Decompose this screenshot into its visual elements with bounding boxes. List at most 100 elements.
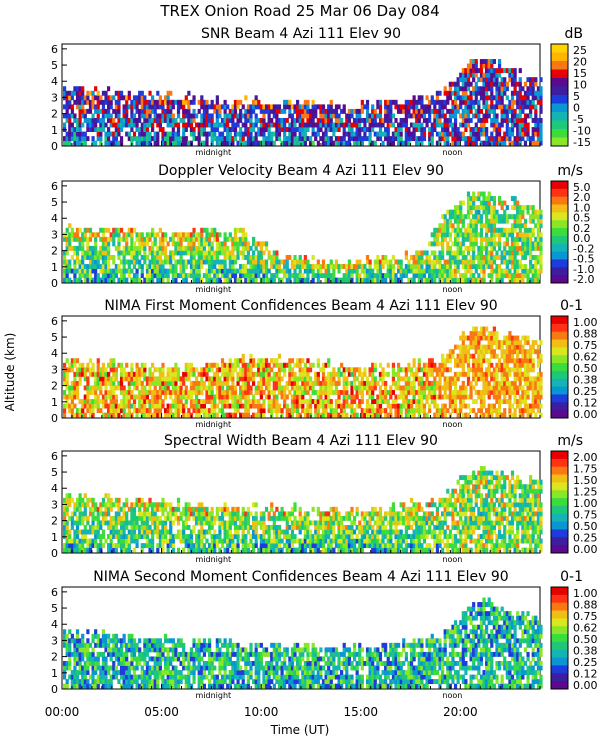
data-cell [345, 268, 349, 274]
data-cell [492, 136, 496, 142]
colorbar-swatch [551, 120, 568, 130]
data-cell [161, 362, 165, 368]
data-cell [324, 408, 328, 414]
data-cell [166, 136, 170, 142]
data-cell [420, 273, 424, 279]
data-cell [262, 389, 266, 395]
data-cell [101, 399, 106, 404]
data-cell [539, 264, 543, 269]
data-cell [404, 412, 408, 418]
data-cell [523, 104, 528, 110]
data-cell [130, 136, 134, 142]
data-cell [86, 408, 90, 414]
data-cell [107, 104, 111, 110]
data-cell [469, 140, 473, 146]
data-cell [477, 264, 481, 269]
data-cell [143, 236, 147, 242]
data-cell [78, 227, 82, 233]
data-cell [472, 340, 476, 346]
data-cell [169, 113, 173, 119]
data-cell [308, 380, 313, 386]
data-cell [479, 86, 484, 92]
data-cell [264, 259, 269, 265]
data-cell [68, 122, 72, 128]
data-cell [345, 380, 349, 386]
data-cell [213, 403, 217, 409]
data-cell [433, 367, 437, 373]
data-cell [448, 349, 452, 355]
data-cell [151, 122, 155, 128]
data-cell [127, 259, 131, 265]
data-cell [151, 108, 155, 114]
data-cell [99, 264, 103, 269]
data-cell [396, 385, 401, 391]
data-cell [236, 245, 240, 251]
data-cell [443, 99, 447, 105]
data-cell [451, 227, 455, 233]
data-cell [189, 131, 194, 137]
data-cell [495, 214, 499, 220]
data-cell [404, 140, 408, 146]
data-cell [306, 264, 310, 269]
data-cell [306, 122, 310, 128]
data-cell [176, 236, 181, 242]
data-cell [171, 385, 175, 391]
data-cell [75, 259, 80, 265]
data-cell [358, 389, 362, 395]
data-cell [174, 277, 178, 283]
data-cell [422, 385, 427, 391]
data-cell [482, 122, 486, 128]
data-cell [200, 104, 204, 110]
data-cell [78, 367, 82, 373]
data-cell [270, 389, 274, 395]
data-cell [296, 380, 300, 386]
data-cell [163, 136, 168, 142]
colorbar-tick-label: 15 [573, 67, 587, 80]
data-cell [466, 205, 471, 211]
data-cell [228, 232, 232, 238]
data-cell [386, 136, 390, 142]
data-cell [417, 408, 421, 414]
data-cell [430, 136, 434, 142]
data-cell [122, 245, 126, 251]
data-cell [409, 99, 414, 105]
data-cell [65, 394, 69, 400]
data-cell [200, 127, 204, 132]
data-cell [441, 371, 445, 377]
data-cell [127, 232, 131, 238]
data-cell [132, 136, 137, 142]
data-cell [378, 113, 383, 119]
data-cell [163, 117, 168, 123]
data-cell [283, 264, 287, 269]
data-cell [114, 136, 118, 142]
data-cell [184, 376, 188, 382]
data-cell [433, 394, 437, 400]
data-cell [83, 399, 87, 404]
data-cell [355, 367, 359, 373]
data-cell [267, 268, 271, 274]
data-cell [456, 86, 460, 92]
data-cell [459, 344, 463, 350]
data-cell [350, 412, 354, 418]
data-cell [451, 214, 455, 220]
data-cell [495, 86, 499, 92]
data-cell [430, 389, 434, 395]
data-cell [143, 394, 147, 400]
data-cell [368, 264, 372, 269]
data-cell [342, 367, 346, 373]
data-cell [513, 245, 517, 251]
data-cell [409, 104, 414, 110]
data-cell [70, 245, 74, 251]
data-cell [479, 63, 484, 69]
colorbar-swatch [551, 267, 568, 276]
data-cell [402, 394, 406, 400]
data-cell [138, 90, 142, 96]
data-cell [88, 389, 93, 395]
data-cell [73, 136, 77, 142]
data-cell [389, 104, 393, 110]
data-cell [531, 81, 535, 87]
data-cell [384, 394, 388, 400]
data-cell [373, 131, 377, 137]
data-cell [461, 367, 465, 373]
data-cell [143, 362, 147, 368]
